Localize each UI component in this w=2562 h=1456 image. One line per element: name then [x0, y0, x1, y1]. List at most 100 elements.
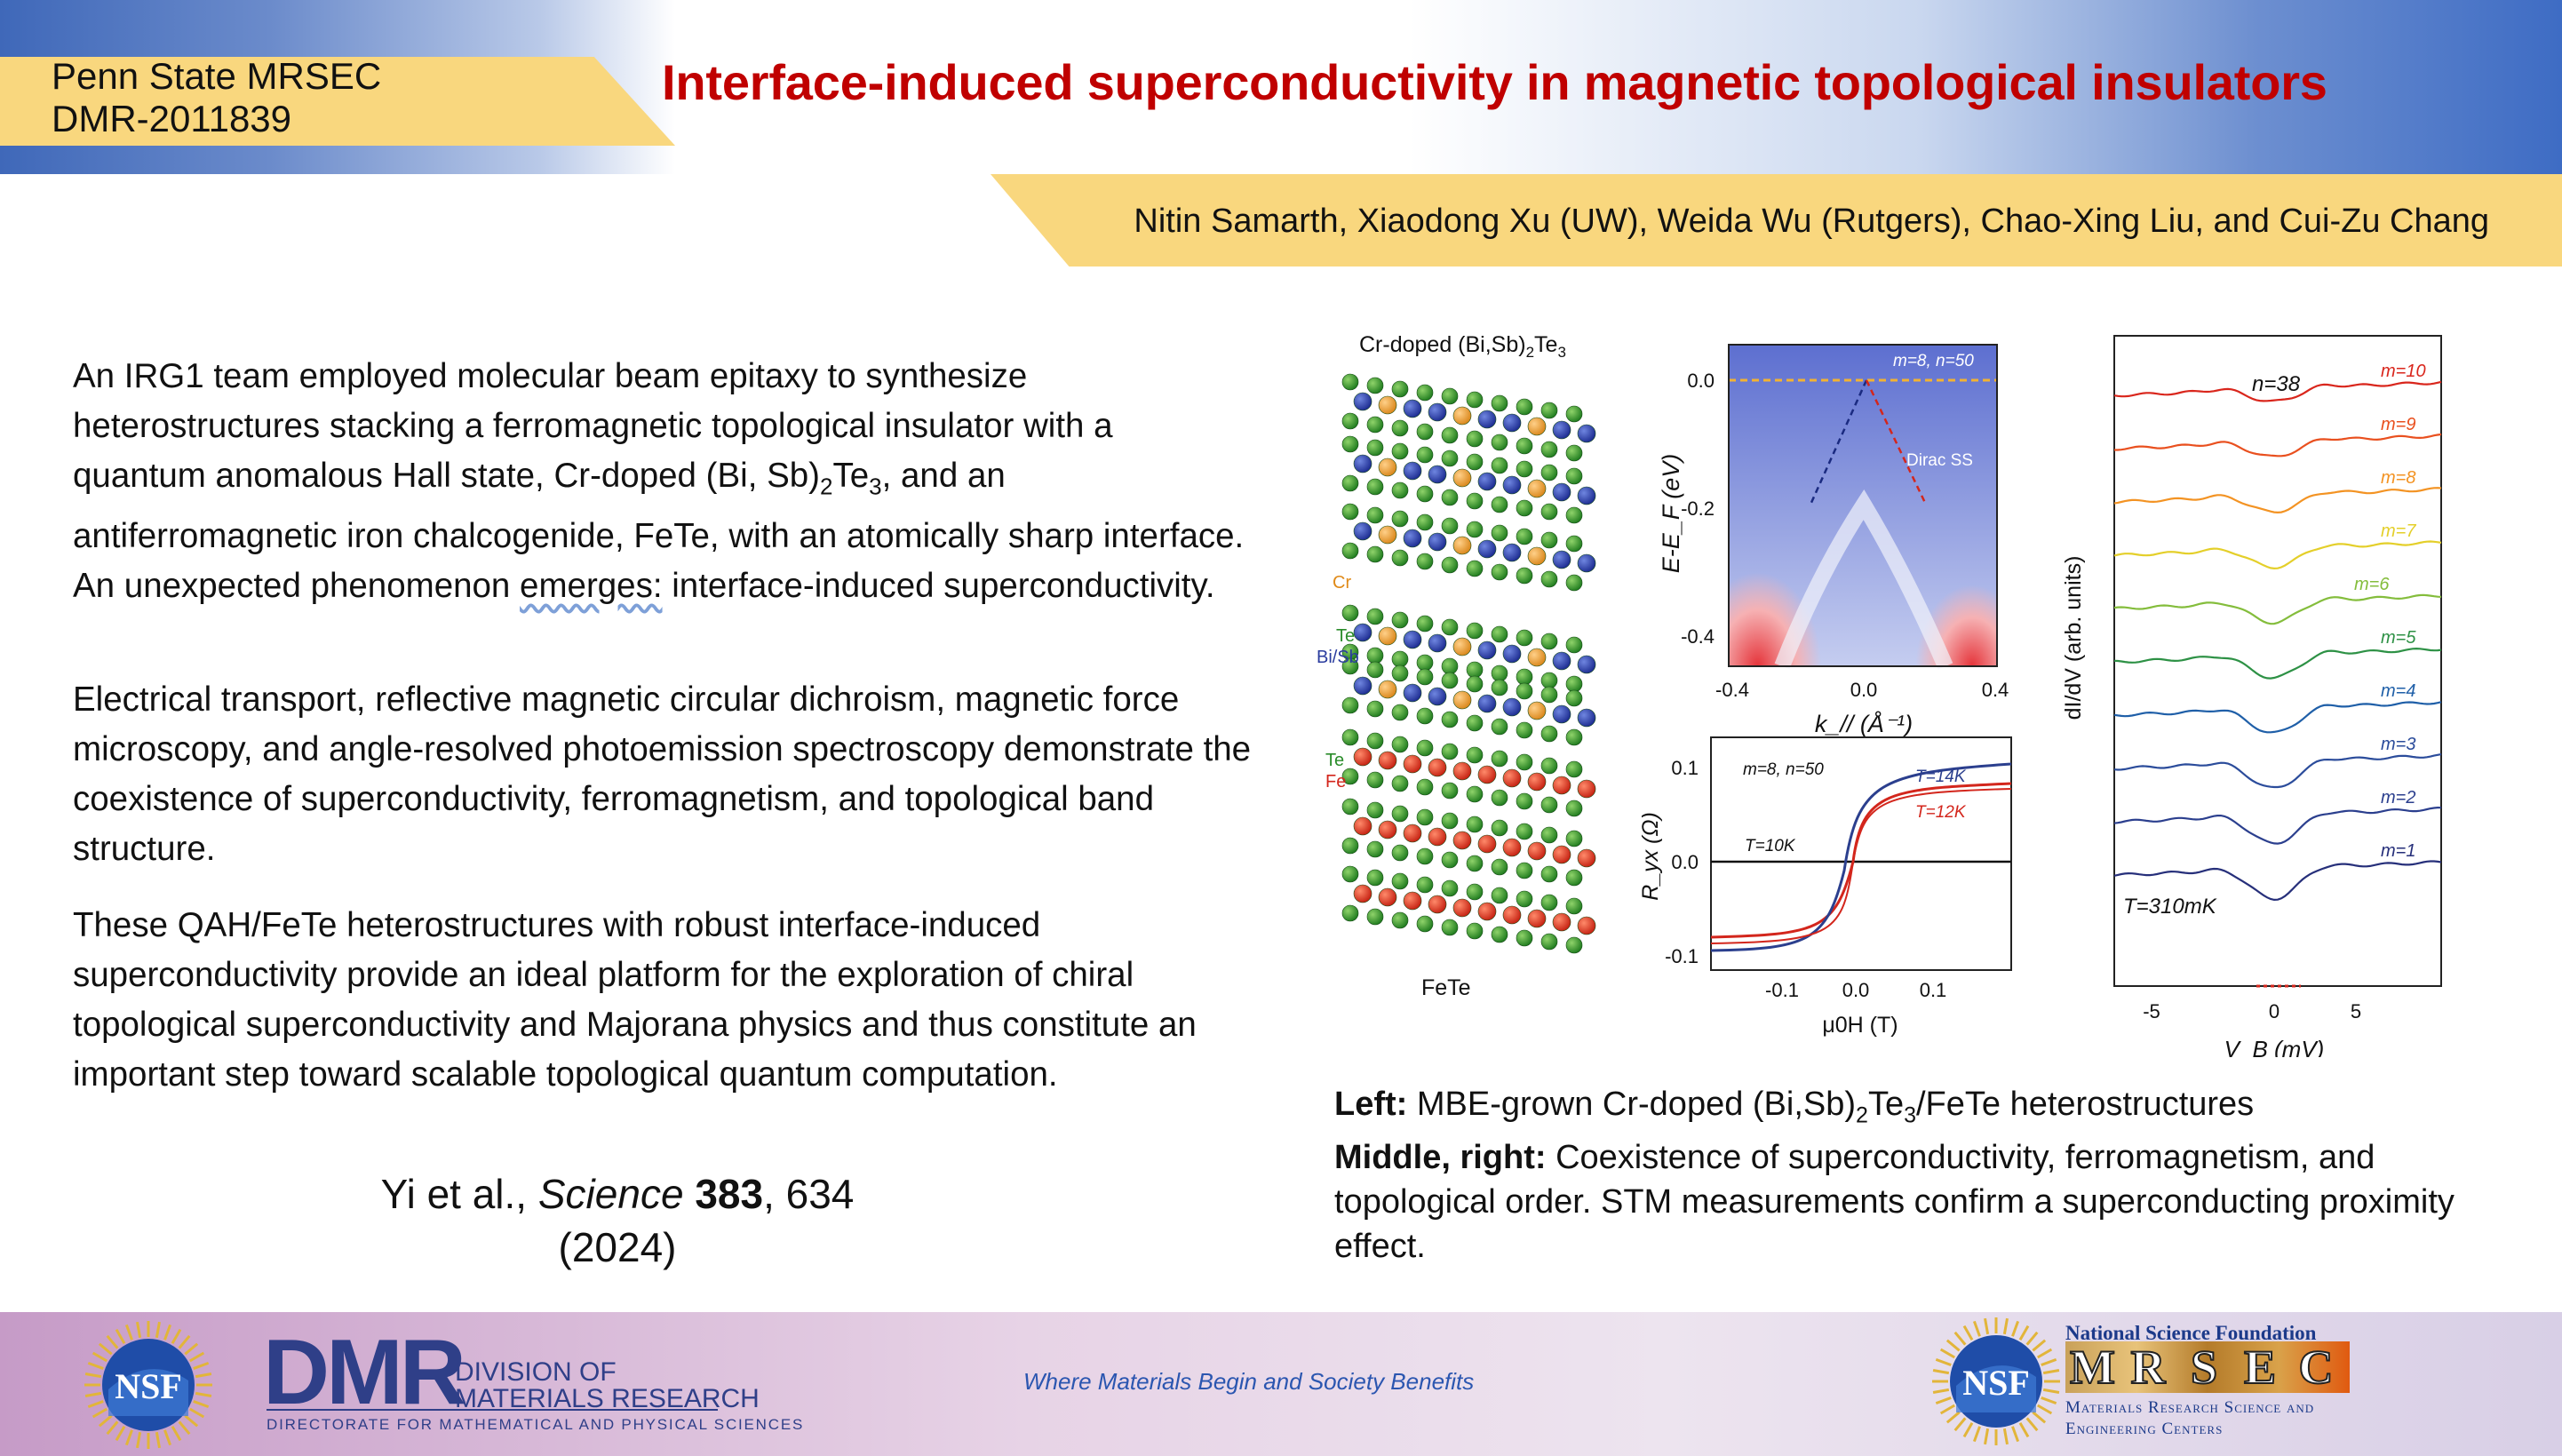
- atom: [1565, 506, 1583, 524]
- atom: [1577, 424, 1596, 443]
- atom: [1441, 919, 1459, 936]
- nsf-name: National Science Foundation: [2065, 1322, 2317, 1344]
- logo-ray: [98, 1414, 113, 1428]
- stm-curve: [2113, 753, 2442, 789]
- atom: [1491, 887, 1508, 904]
- atom: [1540, 570, 1558, 588]
- atom: [1502, 905, 1522, 925]
- atom: [1416, 423, 1434, 441]
- atom: [1441, 618, 1459, 636]
- logo-ray: [84, 1372, 102, 1379]
- logo-ray: [2032, 1339, 2047, 1352]
- atom: [1452, 637, 1472, 656]
- hall-ytick: -0.1: [1665, 945, 1699, 967]
- logo-ray: [124, 1429, 133, 1446]
- atom: [1391, 611, 1409, 629]
- logo-ray: [84, 1391, 102, 1397]
- atom: [1391, 419, 1409, 437]
- atom: [1366, 377, 1384, 394]
- atom: [1403, 399, 1422, 418]
- logo-ray: [1972, 1426, 1981, 1443]
- logo-ray: [1972, 1320, 1981, 1337]
- label-cr: Cr: [1333, 573, 1351, 593]
- atom: [1441, 489, 1459, 506]
- label-fe: Fe: [1325, 772, 1346, 792]
- authors: Nitin Samarth, Xiaodong Xu (UW), Weida W…: [1134, 203, 2489, 240]
- spellcheck-word[interactable]: emerges:: [520, 566, 663, 605]
- arpes-ylabel: E-E_F (eV): [1658, 454, 1684, 574]
- atom: [1416, 739, 1434, 757]
- logo-ray: [184, 1414, 199, 1428]
- atom: [1491, 496, 1508, 513]
- dmr-division-line2: MATERIALS RESEARCH: [455, 1384, 760, 1413]
- atom: [1353, 623, 1372, 642]
- atom: [1466, 714, 1484, 732]
- atom: [1540, 672, 1558, 689]
- atom: [1441, 743, 1459, 760]
- label-bisb: Bi/Sb: [1317, 648, 1359, 667]
- logo-ray: [2041, 1396, 2057, 1405]
- atom: [1565, 897, 1583, 915]
- logo-ray: [92, 1351, 107, 1363]
- atom: [1391, 775, 1409, 792]
- logo-ray: [92, 1407, 107, 1419]
- atom: [1540, 531, 1558, 549]
- hall-xtick: 0.0: [1842, 979, 1870, 1001]
- atom: [1416, 707, 1434, 725]
- atom: [1416, 615, 1434, 633]
- tagline: Where Materials Begin and Society Benefi…: [1023, 1368, 1475, 1395]
- logo-ray: [2042, 1369, 2060, 1375]
- logo-ray: [193, 1400, 210, 1409]
- stm-curve-label: m=9: [2381, 415, 2415, 434]
- citation: Yi et al., Science 383, 634 (2024): [267, 1167, 968, 1274]
- atom: [1516, 528, 1533, 545]
- logo-ray: [189, 1407, 205, 1419]
- atom: [1565, 405, 1583, 423]
- logo-ray: [136, 1431, 142, 1449]
- atom: [1353, 454, 1372, 473]
- logo-ray: [2025, 1331, 2039, 1346]
- atom: [1366, 478, 1384, 496]
- atom: [1466, 922, 1484, 940]
- atom: [1341, 904, 1359, 922]
- logo-ray: [189, 1351, 205, 1363]
- atom: [1565, 936, 1583, 954]
- cite-pages: , 634: [763, 1171, 855, 1217]
- atom: [1378, 457, 1397, 477]
- logo-ray: [1932, 1388, 1950, 1394]
- mrsec-letter-m: M: [2069, 1341, 2116, 1394]
- atom: [1378, 887, 1397, 907]
- atom: [1353, 747, 1372, 767]
- atom: [1428, 532, 1447, 552]
- atom: [1366, 661, 1384, 679]
- logo-ray: [2041, 1357, 2057, 1366]
- atom: [1516, 682, 1533, 700]
- logo-ray: [1935, 1396, 1952, 1405]
- atom: [1378, 525, 1397, 545]
- atom: [1366, 608, 1384, 625]
- atom: [1540, 933, 1558, 951]
- label-te-bottom: Te: [1325, 751, 1344, 770]
- stm-xtick: 0: [2269, 1000, 2280, 1022]
- logo-ray: [178, 1420, 191, 1436]
- atom: [1516, 567, 1533, 585]
- atom: [1341, 728, 1359, 746]
- atom: [1391, 650, 1409, 668]
- atom: [1353, 676, 1372, 696]
- caption-middle-right: Middle, right: Coexistence of supercondu…: [1334, 1135, 2507, 1269]
- atom: [1565, 728, 1583, 746]
- atom: [1527, 546, 1547, 566]
- atom: [1441, 711, 1459, 728]
- logo-ray: [106, 1420, 119, 1436]
- mrsec-letter-s: S: [2190, 1341, 2218, 1394]
- logo-ray: [124, 1324, 133, 1341]
- atom: [1477, 539, 1497, 559]
- atom: [1527, 841, 1547, 861]
- caption-mid-heading: Middle, right:: [1334, 1139, 1547, 1176]
- atom: [1441, 556, 1459, 574]
- atom: [1416, 485, 1434, 503]
- stm-curve: [2113, 593, 2442, 625]
- atom: [1341, 542, 1359, 560]
- hall-label-10k: T=10K: [1745, 837, 1796, 855]
- atom: [1540, 686, 1558, 704]
